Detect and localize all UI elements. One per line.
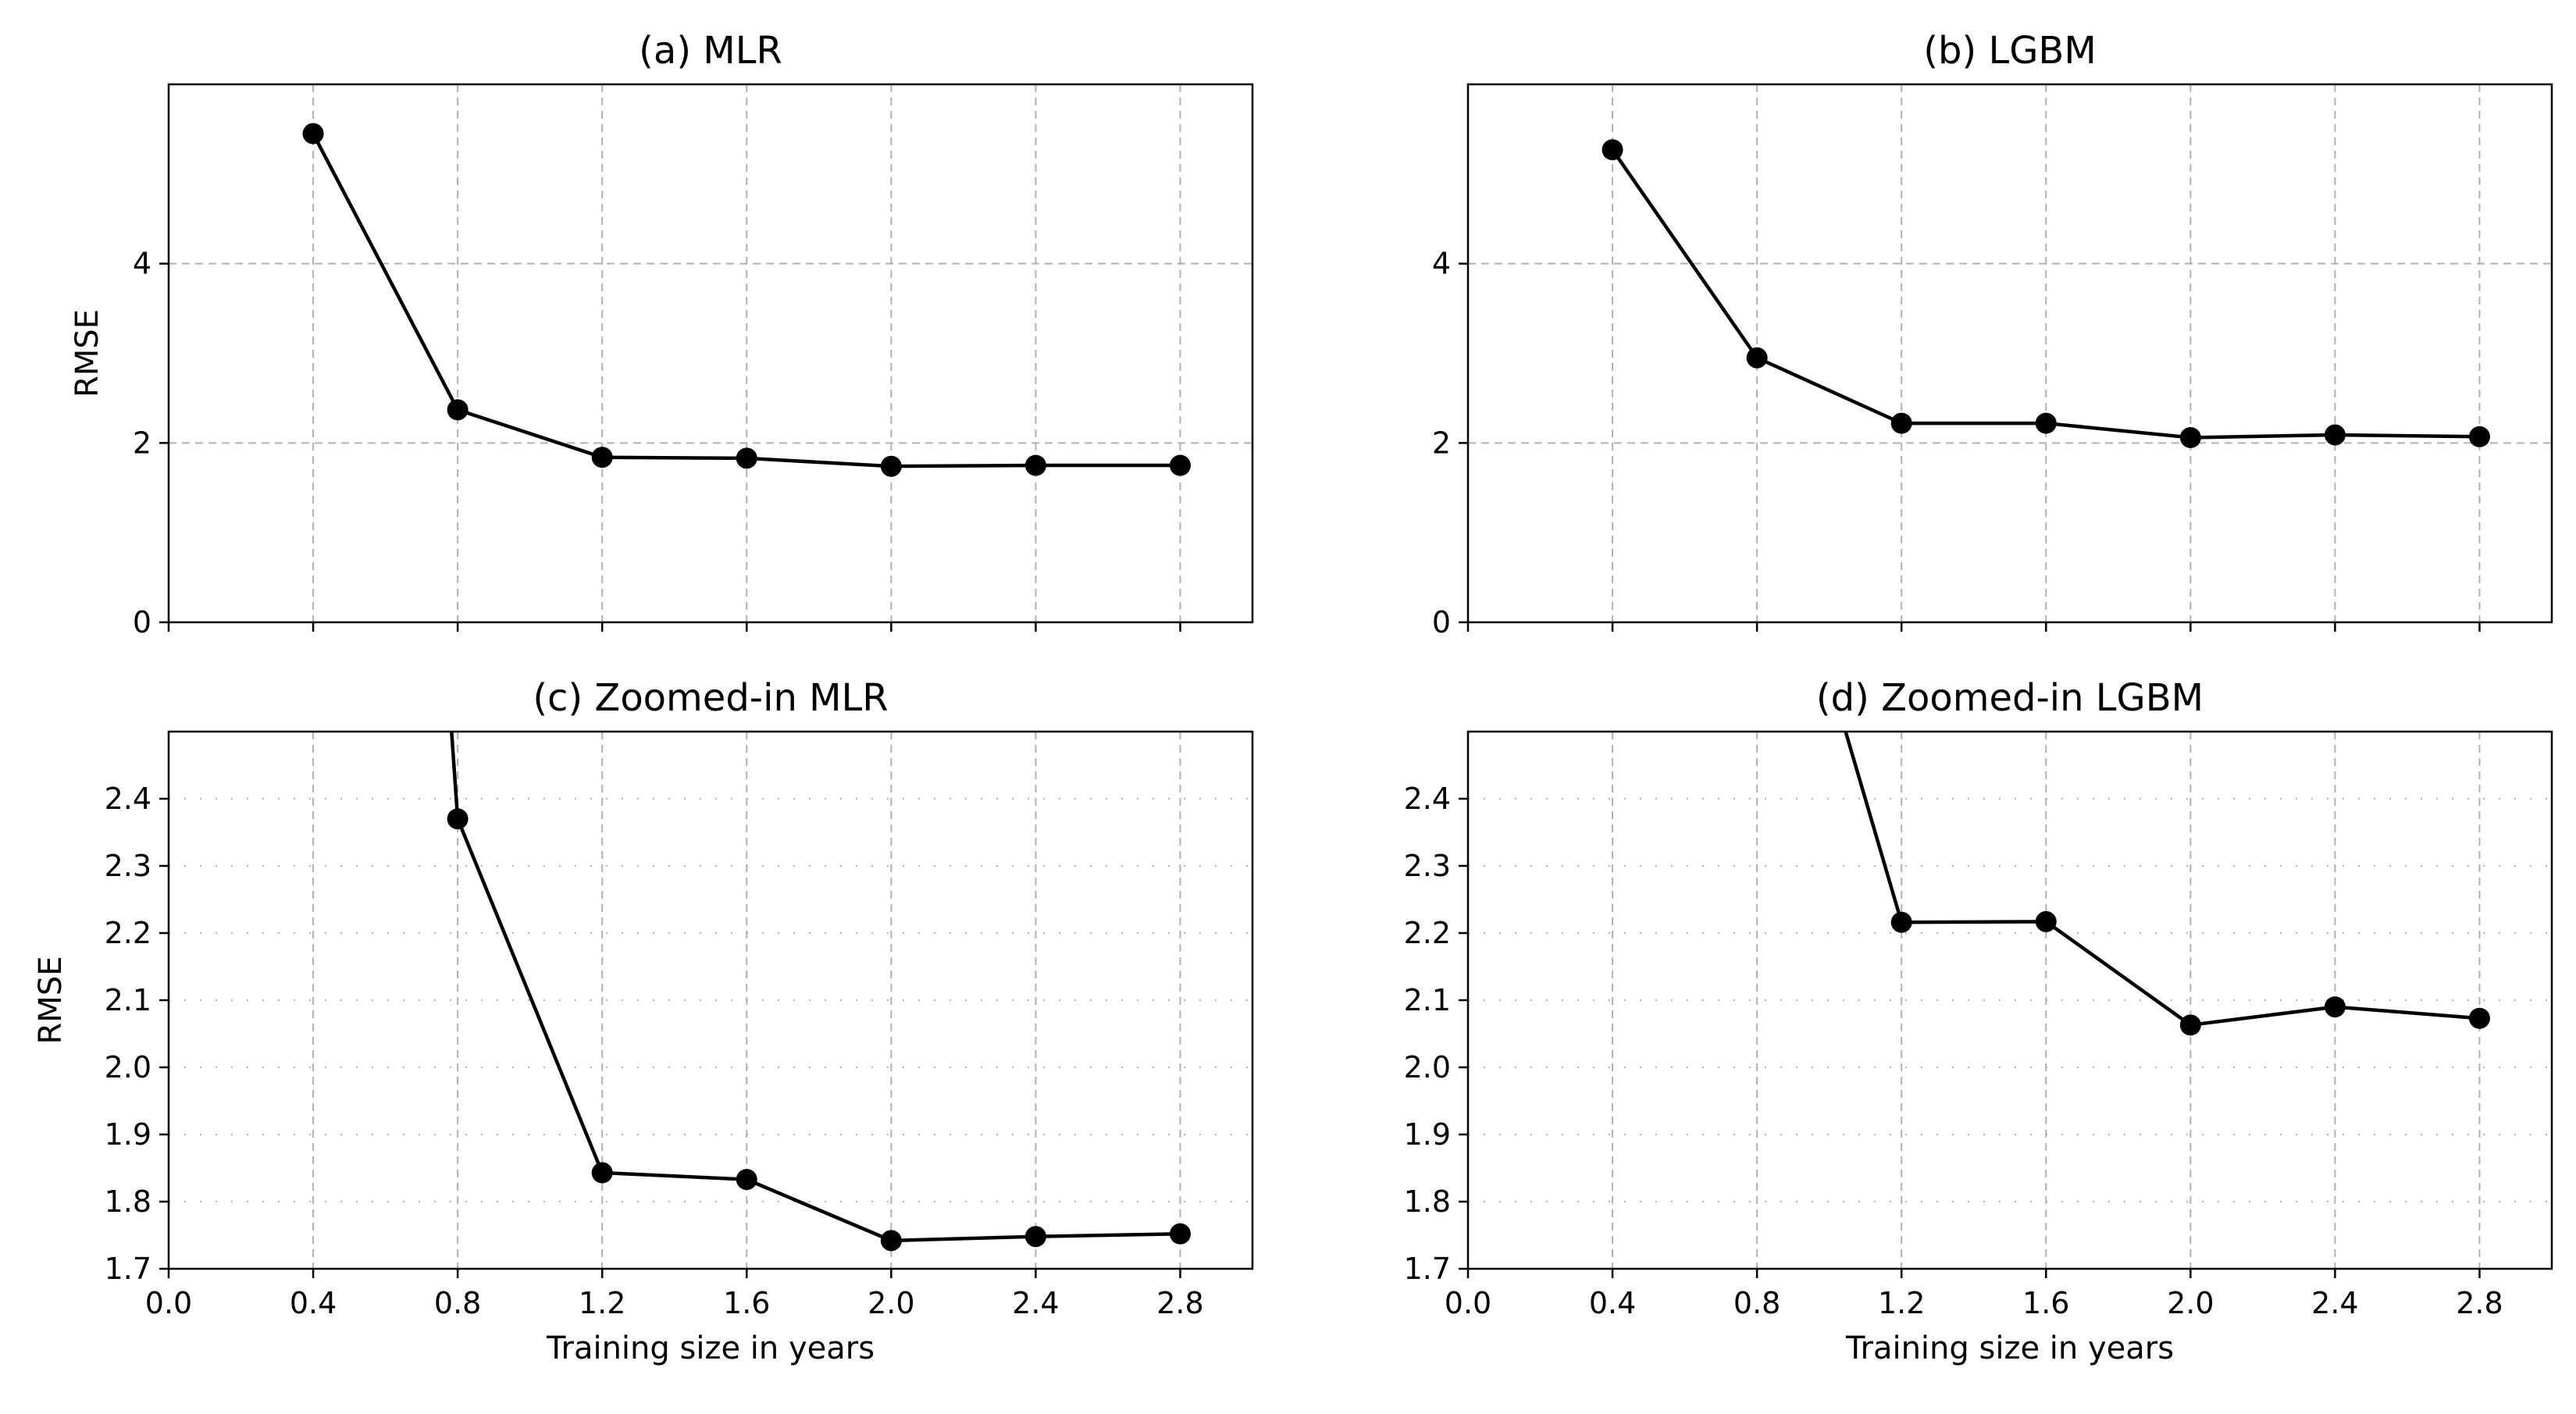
- data-point: [2035, 412, 2057, 434]
- x-tick-label: 2.4: [2311, 1286, 2358, 1320]
- data-point: [1602, 139, 1623, 161]
- y-tick-label: 2: [1432, 426, 1451, 460]
- data-point: [2468, 426, 2490, 447]
- x-tick-label: 1.6: [2022, 1286, 2069, 1320]
- data-point: [591, 1162, 613, 1184]
- data-point: [302, 123, 324, 144]
- x-tick-label: 0.8: [1733, 1286, 1780, 1320]
- y-tick-label: 1.7: [1404, 1252, 1451, 1286]
- y-tick-label: 1.7: [105, 1252, 151, 1286]
- data-point: [2179, 426, 2201, 448]
- y-tick-label: 1.9: [105, 1117, 151, 1152]
- axes-frame: [167, 730, 1254, 1270]
- data-point: [1024, 1226, 1046, 1248]
- y-tick-label: 4: [1432, 247, 1451, 281]
- data-point: [1746, 347, 1768, 369]
- axes-frame: [1466, 83, 2553, 624]
- chart-title: (d) Zoomed-in LGBM: [1816, 676, 2204, 720]
- y-tick-label: 2.3: [105, 849, 151, 883]
- data-point: [880, 1230, 902, 1252]
- y-tick-label: 1.8: [105, 1184, 151, 1219]
- series-group: [1602, 139, 2490, 448]
- x-tick-label: 1.6: [723, 1286, 770, 1320]
- x-tick-label: 2.8: [2456, 1286, 2503, 1320]
- y-tick-label: 2.4: [1404, 782, 1451, 816]
- series-group: [1844, 732, 2490, 1036]
- data-point: [591, 447, 613, 468]
- data-point: [447, 808, 469, 830]
- data-point: [2035, 910, 2057, 932]
- y-tick-label: 1.9: [1404, 1117, 1451, 1152]
- y-axis-label: RMSE: [69, 309, 105, 397]
- panel-d: 0.0 0.4 0.8 1.2 1.6 2.0 2.4 2.8 1.7 1.8 1.9 2.0 2.1 2…: [1404, 676, 2553, 1366]
- x-tick-label: 2.8: [1156, 1286, 1203, 1320]
- data-point: [736, 447, 757, 469]
- y-tick-label: 0: [133, 605, 151, 639]
- x-tick-label: 0.0: [145, 1286, 192, 1320]
- x-tick-label: 0.4: [290, 1286, 337, 1320]
- data-point: [447, 399, 469, 421]
- x-tick-label: 1.2: [579, 1286, 625, 1320]
- x-tick-label: 1.2: [1878, 1286, 1925, 1320]
- panel-a: 0 2 4 (a) MLR RMSE: [69, 29, 1254, 639]
- axes-frame: [167, 83, 1254, 624]
- chart-title: (a) MLR: [639, 29, 782, 73]
- data-point: [2324, 424, 2346, 446]
- y-tick-label: 4: [133, 247, 151, 281]
- y-tick-label: 2.4: [105, 782, 151, 816]
- data-point: [1890, 412, 1912, 434]
- x-axis-label: Training size in years: [546, 1330, 875, 1366]
- data-point: [1169, 454, 1191, 476]
- y-tick-label: 2.2: [1404, 916, 1451, 950]
- series-group: [447, 732, 1191, 1252]
- y-tick-label: 2.3: [1404, 849, 1451, 883]
- data-point: [1169, 1223, 1191, 1245]
- data-point: [2179, 1014, 2201, 1036]
- panel-b: 0 2 4 (b) LGBM: [1432, 29, 2553, 639]
- y-tick-label: 0: [1432, 605, 1451, 639]
- x-tick-label: 0.0: [1445, 1286, 1491, 1320]
- axes-frame: [1466, 730, 2553, 1270]
- chart-title: (c) Zoomed-in MLR: [533, 676, 888, 720]
- y-tick-label: 2.0: [105, 1050, 151, 1085]
- chart-title: (b) LGBM: [1923, 29, 2096, 73]
- x-tick-label: 0.4: [1589, 1286, 1636, 1320]
- panel-c: 0.0 0.4 0.8 1.2 1.6 2.0 2.4 2.8 1.7 1.8 1.9 2.0 2.1 2…: [33, 676, 1254, 1366]
- data-point: [2468, 1007, 2490, 1029]
- x-tick-label: 0.8: [434, 1286, 481, 1320]
- y-tick-label: 2.2: [105, 916, 151, 950]
- x-tick-label: 2.0: [868, 1286, 914, 1320]
- y-tick-label: 2.0: [1404, 1050, 1451, 1085]
- y-tick-label: 2.1: [105, 983, 151, 1017]
- data-point: [1024, 454, 1046, 476]
- x-axis-label: Training size in years: [1845, 1330, 2174, 1366]
- y-tick-label: 2: [133, 426, 151, 460]
- data-point: [736, 1169, 757, 1191]
- y-tick-label: 2.1: [1404, 983, 1451, 1017]
- x-tick-label: 2.4: [1012, 1286, 1059, 1320]
- x-tick-label: 2.0: [2167, 1286, 2214, 1320]
- series-group: [302, 123, 1191, 477]
- data-point: [2324, 996, 2346, 1018]
- y-axis-label: RMSE: [33, 956, 69, 1045]
- data-point: [880, 455, 902, 477]
- data-point: [1890, 911, 1912, 933]
- y-tick-label: 1.8: [1404, 1184, 1451, 1219]
